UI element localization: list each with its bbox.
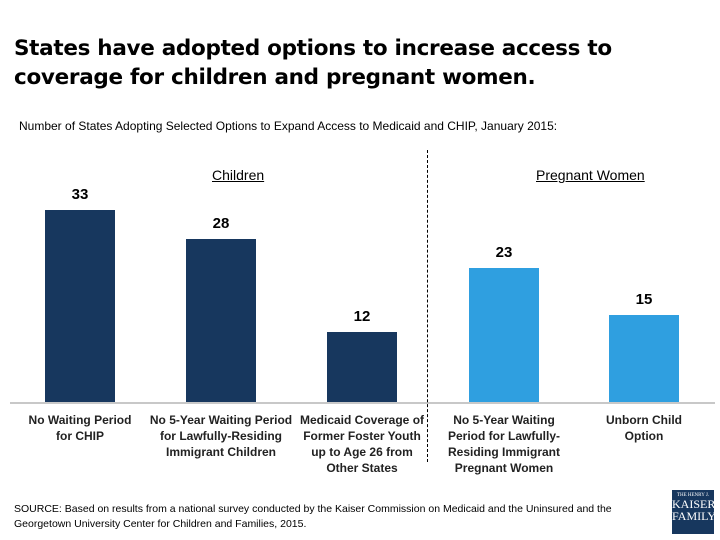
kff-logo: THE HENRY J. KAISER FAMILY: [672, 490, 716, 534]
category-label: Medicaid Coverage of Former Foster Youth…: [299, 413, 425, 475]
bar: [45, 209, 115, 402]
bar: [327, 332, 397, 402]
source-note: SOURCE: Based on results from a national…: [14, 503, 612, 530]
group-divider: [427, 150, 428, 462]
category-label: No Waiting Period for CHIP: [28, 413, 132, 443]
data-label: 23: [495, 244, 513, 262]
bar: [186, 239, 256, 402]
group-label-pregnant-women: Pregnant Women: [536, 167, 645, 183]
chart-subtitle: Number of States Adopting Selected Optio…: [19, 119, 558, 133]
slide-title: States have adopted options to increase …: [14, 36, 612, 90]
bar: [609, 314, 679, 402]
data-label: 15: [635, 290, 653, 308]
data-label: 33: [71, 185, 89, 203]
data-label: 12: [353, 308, 371, 326]
x-axis-line: [10, 402, 715, 404]
category-label: No 5-Year Waiting Period for Lawfully-Re…: [447, 413, 560, 475]
category-label: Unborn Child Option: [606, 413, 682, 443]
category-label: No 5-Year Waiting Period for Lawfully-Re…: [149, 413, 293, 459]
data-label: 28: [212, 215, 230, 233]
bar: [469, 268, 539, 402]
group-label-children: Children: [212, 167, 265, 183]
